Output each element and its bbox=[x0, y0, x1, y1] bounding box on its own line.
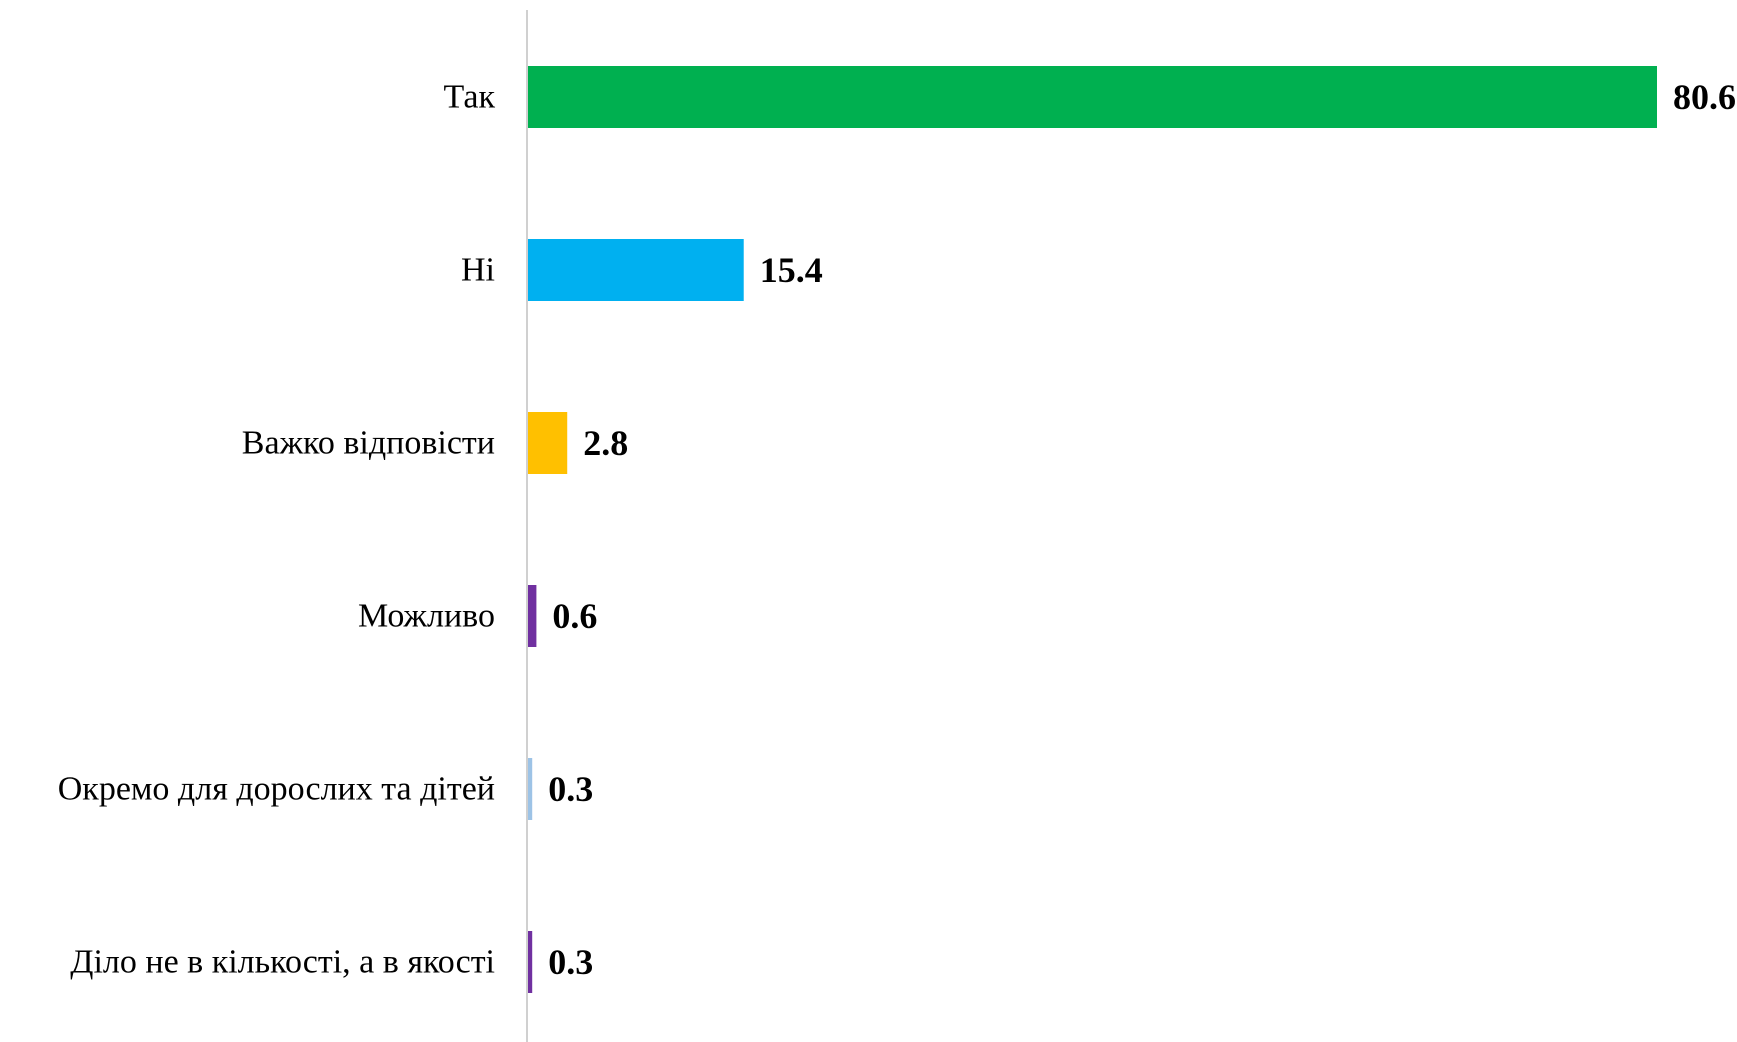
bar bbox=[528, 931, 533, 993]
bar bbox=[528, 66, 1657, 128]
value-label: 0.3 bbox=[548, 769, 593, 809]
category-label: Важко відповісти bbox=[242, 425, 495, 462]
bar bbox=[528, 239, 744, 301]
value-label: 15.4 bbox=[760, 250, 823, 290]
bar bbox=[528, 758, 533, 820]
bar bbox=[528, 585, 537, 647]
value-label: 0.3 bbox=[548, 942, 593, 982]
value-label: 2.8 bbox=[583, 423, 628, 463]
category-label: Ні bbox=[461, 252, 495, 289]
category-label: Окремо для дорослих та дітей bbox=[58, 771, 495, 808]
category-label: Так bbox=[443, 79, 495, 116]
value-label: 80.6 bbox=[1673, 77, 1736, 117]
category-label: Діло не в кількості, а в якості bbox=[70, 944, 495, 981]
category-label: Можливо bbox=[358, 598, 495, 635]
value-label: 0.6 bbox=[552, 596, 597, 636]
bar bbox=[528, 412, 568, 474]
